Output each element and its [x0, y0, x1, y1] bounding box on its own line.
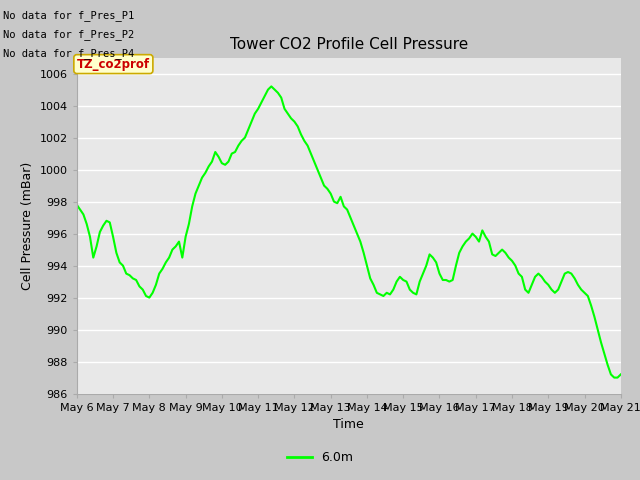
Title: Tower CO2 Profile Cell Pressure: Tower CO2 Profile Cell Pressure [230, 37, 468, 52]
Text: TZ_co2prof: TZ_co2prof [77, 58, 150, 71]
Text: No data for f_Pres_P1: No data for f_Pres_P1 [3, 10, 134, 21]
Text: No data for f_Pres_P2: No data for f_Pres_P2 [3, 29, 134, 40]
X-axis label: Time: Time [333, 418, 364, 431]
Legend: 6.0m: 6.0m [282, 446, 358, 469]
Y-axis label: Cell Pressure (mBar): Cell Pressure (mBar) [21, 161, 34, 290]
Text: No data for f_Pres_P4: No data for f_Pres_P4 [3, 48, 134, 59]
